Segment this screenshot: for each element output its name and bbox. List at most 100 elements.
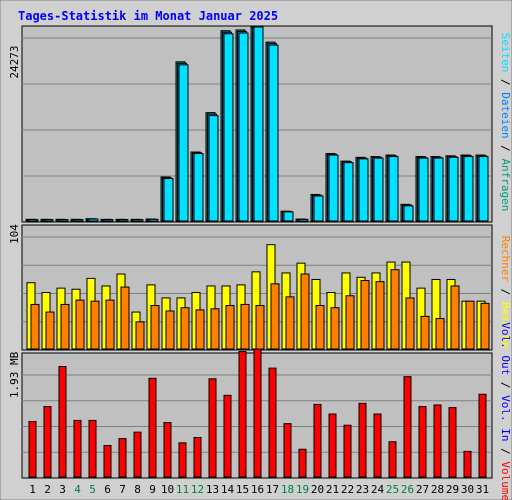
bar-seiten-day-22	[343, 162, 354, 222]
legend-rechner: Rechner	[499, 236, 512, 283]
x-label-day-20: 20	[311, 483, 324, 496]
bar-seiten-day-27	[418, 157, 429, 222]
bar-volumen-day-1	[28, 420, 37, 478]
x-label-day-26: 26	[401, 483, 414, 496]
x-label-day-9: 9	[149, 483, 156, 496]
bar-volumen-day-27	[418, 406, 427, 478]
x-label-day-17: 17	[266, 483, 279, 496]
bar-seiten-day-8	[133, 219, 144, 222]
bar-volumen-day-5	[88, 419, 97, 478]
bar-seiten-day-15	[238, 32, 249, 222]
x-label-day-19: 19	[296, 483, 309, 496]
bar-rechner-day-11	[180, 307, 190, 350]
bar-volumen-day-12	[193, 437, 202, 478]
legend-volumen: Volumen	[499, 461, 512, 500]
legend-text: Seiten / Dateien / Anfragen	[499, 33, 512, 212]
bar-seiten-day-18	[283, 211, 294, 222]
x-axis-labels: 1 2 3 4 5 6 7 8 9 10 11 12 13 14 15 16 17 18 19 20 21 22 23 24 2…	[29, 483, 489, 496]
x-label-day-14: 14	[221, 483, 235, 496]
bar-rechner-day-24	[375, 281, 385, 350]
bar-seiten-day-11	[178, 64, 189, 222]
legend-separator: /	[499, 282, 512, 302]
bar-volumen-day-24	[373, 413, 382, 478]
x-label-day-22: 22	[341, 483, 354, 496]
bar-volumen-day-23	[358, 402, 367, 478]
bar-rechner-day-7	[120, 286, 130, 350]
bar-seiten-day-21	[328, 154, 339, 222]
bar-volumen-day-7	[118, 438, 127, 478]
x-label-day-10: 10	[161, 483, 174, 496]
legend-vol-out: Vol. Out	[499, 322, 512, 375]
x-label-day-16: 16	[251, 483, 264, 496]
bar-volumen-day-30	[463, 450, 472, 478]
bar-rechner-day-23	[360, 280, 370, 350]
bar-volumen-day-19	[298, 448, 307, 478]
panel-besuche	[21, 224, 493, 351]
bar-rechner-day-16	[255, 305, 265, 350]
bar-rechner-day-20	[315, 305, 325, 350]
bar-seiten-day-4	[73, 219, 84, 222]
bar-seiten-day-26	[403, 205, 414, 222]
bar-volumen-day-22	[343, 424, 352, 478]
bar-seiten-day-2	[43, 219, 54, 222]
legend-separator: /	[499, 375, 512, 395]
x-label-day-4: 4	[74, 483, 81, 496]
x-label-day-6: 6	[104, 483, 111, 496]
bar-rechner-day-19	[300, 273, 310, 350]
bar-rechner-day-28	[435, 318, 445, 350]
x-label-day-1: 1	[29, 483, 36, 496]
bar-volumen-day-25	[388, 441, 397, 478]
x-label-day-11: 11	[176, 483, 189, 496]
bar-seiten-day-9	[148, 218, 159, 222]
bar-volumen-day-8	[133, 431, 142, 478]
legend-separator: /	[499, 72, 512, 92]
x-label-day-2: 2	[44, 483, 51, 496]
bar-volumen-day-11	[178, 442, 187, 478]
bar-rechner-day-4	[75, 299, 85, 350]
bar-rechner-day-5	[90, 300, 100, 350]
y-label-bottom: 1.93 MB	[8, 351, 21, 398]
x-label-day-28: 28	[431, 483, 444, 496]
bar-volumen-day-21	[328, 413, 337, 478]
bar-seiten-day-7	[118, 219, 129, 222]
bar-rechner-day-13	[210, 308, 220, 350]
legend-text: Vol. Out / Vol. In / Volumen	[499, 322, 512, 500]
bar-seiten-day-12	[193, 153, 204, 222]
y-label-top: 24273	[8, 45, 21, 78]
legend-anfragen: Anfragen	[499, 158, 512, 211]
bar-seiten-day-16	[253, 26, 264, 222]
panel-volumen	[21, 348, 493, 479]
x-label-day-18: 18	[281, 483, 294, 496]
bar-rechner-day-29	[450, 285, 460, 350]
bar-rechner-day-2	[45, 311, 55, 350]
x-label-day-8: 8	[134, 483, 141, 496]
x-label-day-13: 13	[206, 483, 219, 496]
bar-seiten-day-23	[358, 158, 369, 222]
legend-vol-in: Vol. In	[499, 395, 512, 441]
bar-volumen-day-9	[148, 377, 157, 478]
bar-rechner-day-17	[270, 283, 280, 350]
bar-seiten-day-24	[373, 157, 384, 222]
x-label-day-30: 30	[461, 483, 474, 496]
x-label-day-29: 29	[446, 483, 459, 496]
bar-rechner-day-14	[225, 305, 235, 350]
bar-rechner-day-8	[135, 321, 145, 350]
legend-besuche: Besuche	[499, 302, 512, 348]
bar-seiten-day-1	[28, 219, 39, 222]
x-label-day-25: 25	[386, 483, 399, 496]
bar-rechner-day-18	[285, 296, 295, 350]
bar-seiten-day-5	[88, 218, 99, 222]
x-label-day-23: 23	[356, 483, 369, 496]
x-label-day-31: 31	[476, 483, 489, 496]
bar-seiten-day-6	[103, 219, 114, 222]
bar-volumen-day-18	[283, 423, 292, 478]
bar-volumen-day-2	[43, 406, 52, 478]
bar-volumen-day-29	[448, 407, 457, 478]
y-axis-labels: 24273 104 1.93 MB	[8, 45, 21, 398]
x-label-day-7: 7	[119, 483, 126, 496]
bar-seiten-day-17	[268, 44, 279, 222]
bar-seiten-day-28	[433, 157, 444, 222]
panel-anfragen	[21, 25, 493, 223]
